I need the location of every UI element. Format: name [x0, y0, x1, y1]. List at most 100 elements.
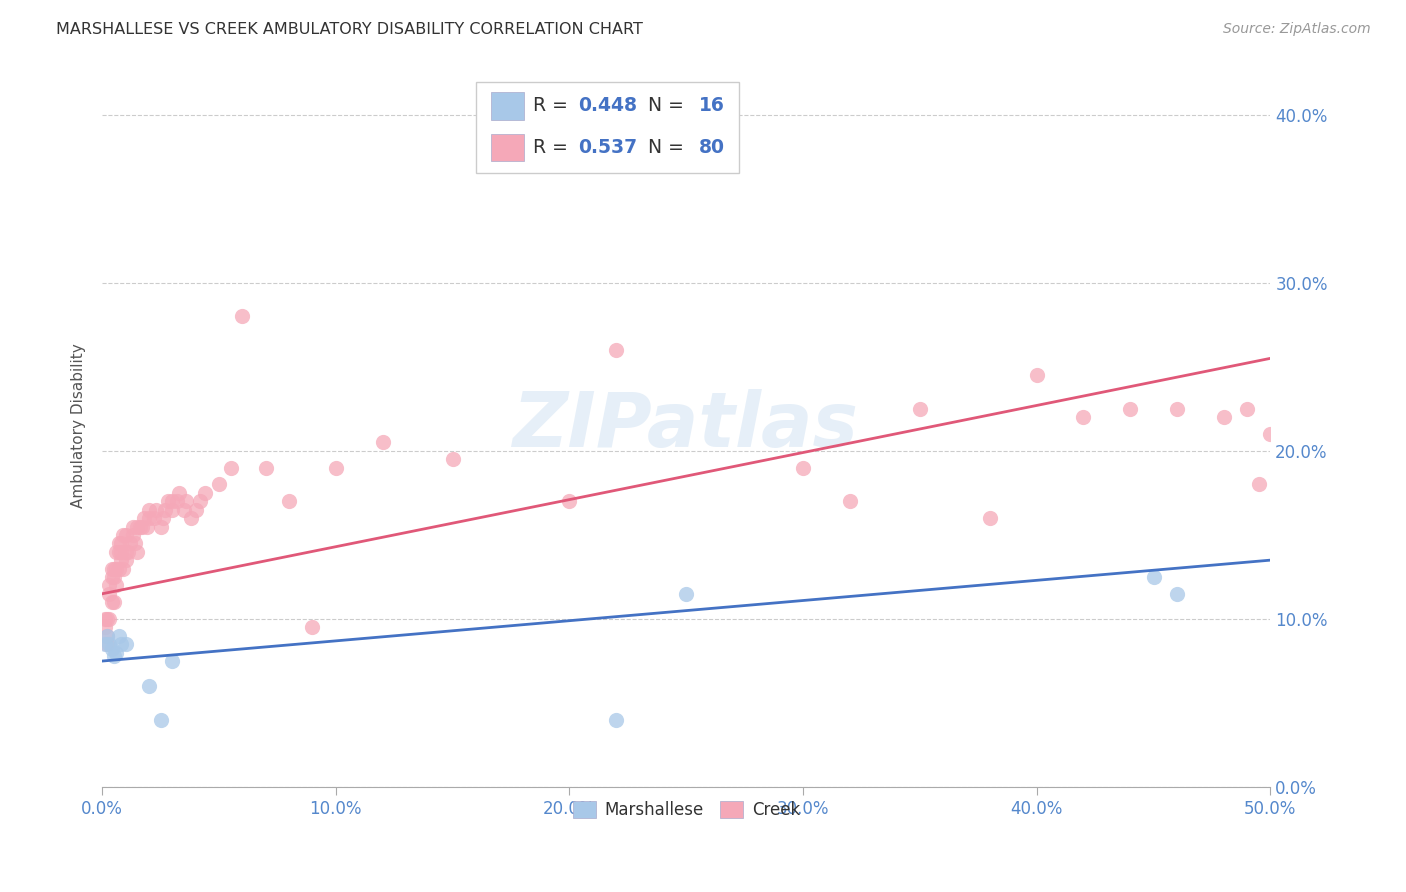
Point: [103, 561, 125, 575]
Point: [208, 477, 231, 491]
Text: N =: N =: [636, 96, 690, 115]
Legend: Marshallese, Creek: Marshallese, Creek: [565, 795, 807, 826]
Point: [114, 528, 136, 542]
Point: [1142, 570, 1164, 584]
Point: [152, 511, 174, 525]
Point: [156, 494, 179, 508]
Point: [1236, 401, 1258, 416]
Point: [188, 494, 211, 508]
Point: [127, 545, 149, 559]
Point: [149, 519, 172, 533]
Point: [219, 460, 242, 475]
Point: [325, 460, 347, 475]
Point: [93, 637, 115, 651]
Point: [105, 561, 128, 575]
Point: [120, 536, 142, 550]
Point: [1025, 368, 1047, 383]
Point: [605, 713, 627, 727]
Point: [96, 637, 118, 651]
Point: [675, 587, 697, 601]
Point: [135, 519, 157, 533]
Point: [110, 536, 132, 550]
Point: [96, 629, 118, 643]
Point: [142, 511, 165, 525]
Point: [96, 612, 118, 626]
Point: [103, 595, 125, 609]
Text: R =: R =: [533, 96, 574, 115]
Point: [792, 460, 814, 475]
Point: [110, 637, 132, 651]
Point: [107, 629, 129, 643]
Point: [558, 494, 581, 508]
Point: [162, 494, 184, 508]
Point: [93, 612, 115, 626]
Point: [134, 511, 156, 525]
Point: [145, 502, 167, 516]
Point: [114, 553, 136, 567]
Text: 0.537: 0.537: [578, 138, 637, 157]
Point: [162, 502, 184, 516]
Point: [173, 502, 195, 516]
Point: [112, 528, 135, 542]
Point: [1166, 587, 1188, 601]
Point: [278, 494, 301, 508]
Point: [103, 570, 125, 584]
Point: [98, 612, 121, 626]
FancyBboxPatch shape: [477, 82, 740, 172]
Point: [114, 545, 136, 559]
Point: [107, 536, 129, 550]
Text: Source: ZipAtlas.com: Source: ZipAtlas.com: [1223, 22, 1371, 37]
Point: [138, 511, 160, 525]
Point: [93, 620, 115, 634]
Point: [138, 679, 160, 693]
Point: [105, 578, 128, 592]
Point: [169, 486, 191, 500]
Point: [121, 519, 143, 533]
Point: [131, 519, 153, 533]
Point: [110, 545, 132, 559]
Point: [105, 646, 128, 660]
Point: [166, 494, 188, 508]
Point: [155, 502, 177, 516]
Point: [1119, 401, 1142, 416]
Point: [1073, 410, 1095, 425]
Point: [117, 545, 139, 559]
Point: [162, 654, 184, 668]
Point: [100, 570, 122, 584]
Point: [254, 460, 277, 475]
Point: [124, 536, 146, 550]
Point: [194, 486, 217, 500]
Text: R =: R =: [533, 138, 574, 157]
Point: [107, 561, 129, 575]
FancyBboxPatch shape: [491, 134, 524, 161]
Y-axis label: Ambulatory Disability: Ambulatory Disability: [72, 343, 86, 508]
Point: [184, 502, 207, 516]
Point: [979, 511, 1001, 525]
Text: ZIPatlas: ZIPatlas: [513, 389, 859, 463]
Point: [441, 452, 464, 467]
Point: [107, 545, 129, 559]
Point: [100, 642, 122, 657]
Point: [605, 343, 627, 357]
Point: [1212, 410, 1234, 425]
Point: [100, 595, 122, 609]
Point: [149, 713, 172, 727]
Text: MARSHALLESE VS CREEK AMBULATORY DISABILITY CORRELATION CHART: MARSHALLESE VS CREEK AMBULATORY DISABILI…: [56, 22, 643, 37]
Point: [98, 637, 121, 651]
Point: [100, 561, 122, 575]
Point: [1166, 401, 1188, 416]
Point: [105, 545, 128, 559]
Point: [180, 511, 202, 525]
Text: 80: 80: [699, 138, 725, 157]
Point: [301, 620, 323, 634]
Point: [112, 561, 135, 575]
Point: [98, 578, 121, 592]
Point: [231, 310, 253, 324]
Point: [96, 629, 118, 643]
FancyBboxPatch shape: [491, 92, 524, 120]
Point: [121, 528, 143, 542]
Point: [138, 502, 160, 516]
Point: [1260, 427, 1282, 442]
Text: 0.448: 0.448: [578, 96, 637, 115]
Point: [371, 435, 394, 450]
